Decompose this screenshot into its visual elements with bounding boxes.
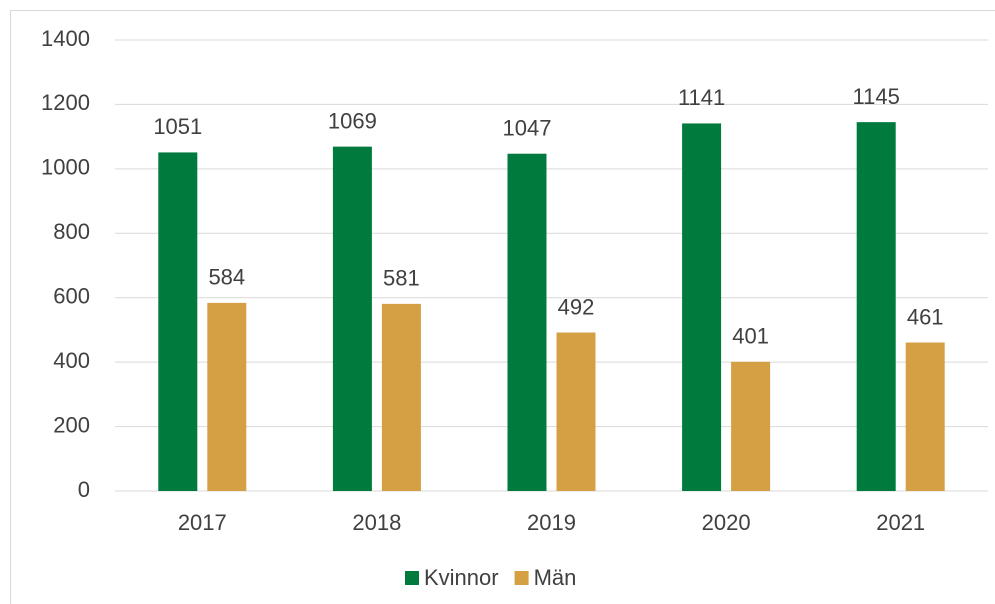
- legend-label: Kvinnor: [424, 565, 499, 590]
- x-tick-label: 2021: [876, 510, 925, 535]
- y-tick-label: 1000: [41, 155, 90, 180]
- y-tick-label: 800: [53, 219, 90, 244]
- data-label: 461: [907, 304, 944, 329]
- data-label: 1141: [678, 85, 725, 110]
- legend-swatch: [405, 571, 419, 585]
- y-tick-label: 0: [78, 477, 90, 502]
- bar: [381, 303, 421, 491]
- legend-swatch: [514, 571, 529, 585]
- bar: [731, 361, 771, 491]
- y-tick-label: 1200: [41, 90, 90, 115]
- x-tick-label: 2018: [352, 510, 401, 535]
- bar: [332, 146, 372, 492]
- bar: [905, 342, 945, 491]
- data-label: 1047: [503, 116, 552, 141]
- data-label: 584: [208, 265, 245, 290]
- y-tick-label: 400: [53, 348, 90, 373]
- x-tick-label: 2020: [702, 510, 751, 535]
- x-tick-label: 2019: [527, 510, 576, 535]
- data-label: 1051: [153, 114, 202, 139]
- bar: [507, 153, 547, 491]
- data-label: 401: [732, 324, 769, 349]
- y-tick-label: 600: [53, 284, 90, 309]
- bar: [682, 123, 722, 491]
- legend-label: Män: [534, 565, 577, 590]
- data-label: 1145: [853, 84, 900, 109]
- data-label: 581: [383, 266, 420, 291]
- bar: [556, 332, 596, 491]
- y-tick-label: 200: [53, 412, 90, 437]
- bar: [158, 152, 198, 491]
- bar: [207, 302, 247, 491]
- data-label: 1069: [328, 108, 377, 133]
- chart-border: [10, 10, 995, 604]
- x-tick-label: 2017: [178, 510, 227, 535]
- bar: [856, 122, 896, 492]
- y-tick-label: 1400: [41, 26, 90, 51]
- data-label: 492: [558, 294, 595, 319]
